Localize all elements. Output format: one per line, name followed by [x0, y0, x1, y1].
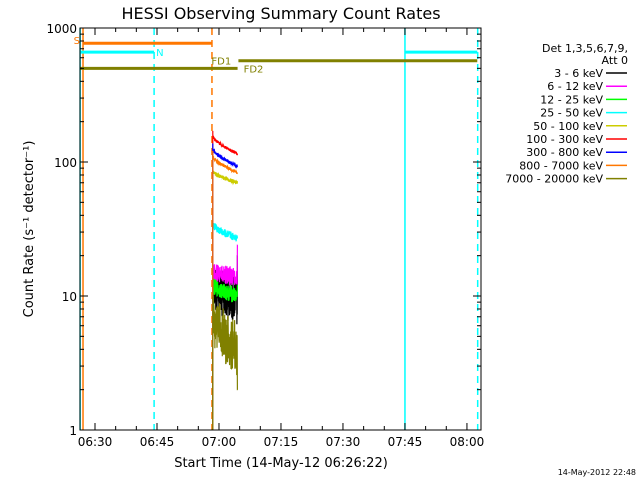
legend-header-line-1: Det 1,3,5,6,7,9, [542, 42, 628, 55]
series-trace [212, 219, 238, 430]
legend-entry-label: 800 - 7000 keV [519, 159, 603, 172]
flag-label: N [156, 48, 163, 59]
legend-entry-label: 25 - 50 keV [540, 107, 603, 120]
series-trace [212, 278, 238, 430]
series-trace [212, 130, 238, 430]
footer-timestamp: 14-May-2012 22:48 [558, 468, 636, 477]
x-tick-label: 08:00 [450, 435, 485, 449]
y-tick-label: 1 [69, 424, 77, 438]
flag-bars: S N FD1 FD2 [74, 36, 478, 75]
x-axis-label: Start Time (14-May-12 06:26:22) [174, 456, 388, 471]
x-tick-label: 07:30 [326, 435, 361, 449]
chart-title: HESSI Observing Summary Count Rates [121, 4, 440, 23]
legend-entry-label: 50 - 100 keV [533, 120, 603, 133]
x-tick-label: 06:45 [140, 435, 175, 449]
series-trace [212, 150, 238, 430]
flag-label: FD2 [244, 64, 264, 75]
x-tick-label: 07:45 [388, 435, 423, 449]
legend-entry-label: 3 - 6 keV [554, 67, 603, 80]
legend-entry-label: 100 - 300 keV [526, 133, 603, 146]
axes: 06:30 06:45 07:00 07:15 07:30 07:45 08:00 1 10 10… [46, 22, 484, 449]
x-tick-label: 07:00 [202, 435, 237, 449]
y-tick-label: 1000 [46, 22, 77, 36]
legend-entry-label: 300 - 800 keV [526, 146, 603, 159]
series-trace [212, 165, 238, 430]
flag-label: FD1 [211, 57, 231, 68]
series-trace [212, 143, 238, 430]
flag-label: S [74, 36, 80, 47]
legend-entry-label: 7000 - 20000 keV [505, 173, 603, 186]
x-tick-label: 07:15 [264, 435, 299, 449]
y-tick-label: 100 [54, 156, 77, 170]
legend-entry-label: 6 - 12 keV [547, 80, 603, 93]
x-tick-label: 06:30 [78, 435, 113, 449]
legend-header-line-2: Att 0 [602, 54, 628, 67]
y-tick-label: 10 [62, 290, 77, 304]
data-series [212, 130, 238, 430]
y-axis-label: Count Rate (s⁻¹ detector⁻¹) [22, 141, 37, 318]
legend-entry-label: 12 - 25 keV [540, 93, 603, 106]
series-trace [212, 244, 238, 430]
series-trace [212, 295, 238, 430]
